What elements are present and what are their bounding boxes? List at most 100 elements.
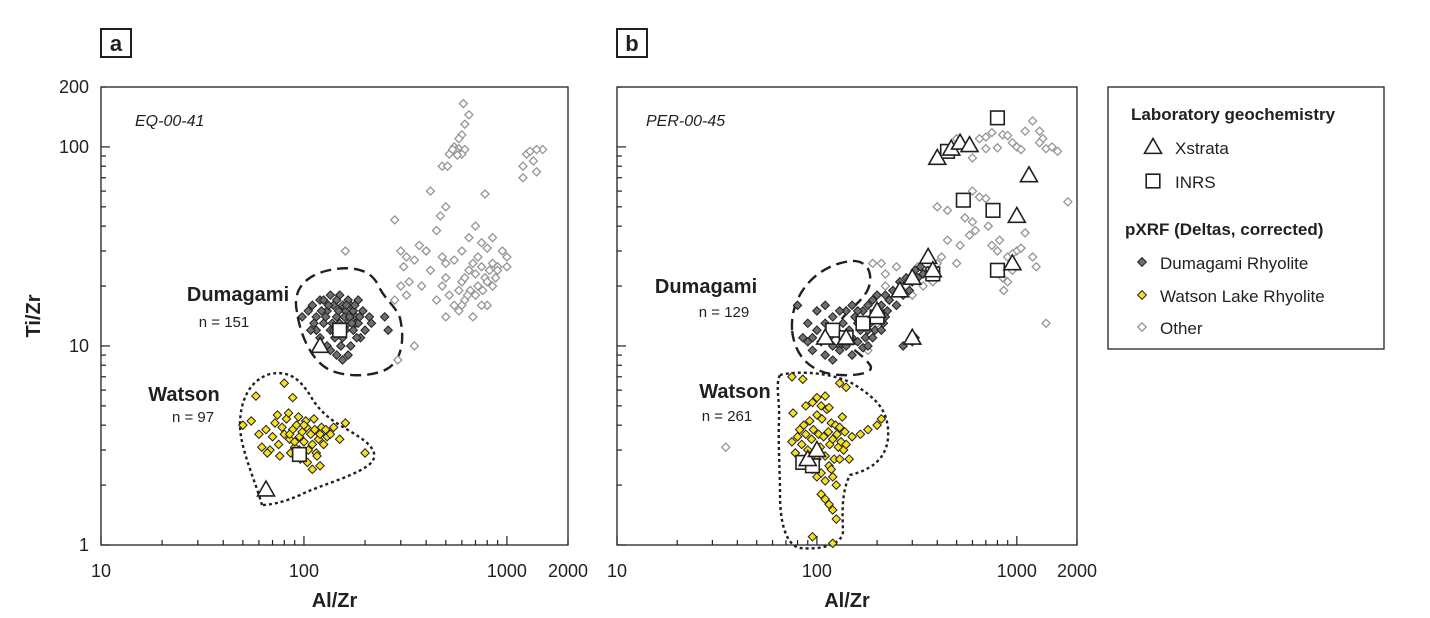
- point-other: [980, 132, 991, 143]
- point-watson-lake-rhyolite: [360, 448, 370, 458]
- point-other: [1034, 126, 1045, 137]
- x-tick-label: 2000: [548, 561, 588, 581]
- x-tick-label: 100: [802, 561, 832, 581]
- point-watson-lake-rhyolite: [307, 464, 318, 475]
- point-other: [431, 225, 442, 236]
- point-dumagami-rhyolite: [354, 311, 365, 322]
- point-watson-lake-rhyolite: [796, 439, 807, 450]
- sample-id: EQ-00-41: [135, 113, 204, 130]
- point-watson-lake-rhyolite: [320, 424, 331, 435]
- point-dumagami-rhyolite: [331, 350, 342, 360]
- point-other: [992, 246, 1003, 256]
- point-dumagami-rhyolite: [320, 311, 331, 322]
- point-dumagami-rhyolite: [867, 332, 878, 343]
- point-watson-lake-rhyolite: [270, 418, 280, 428]
- point-other: [720, 442, 731, 453]
- point-dumagami-rhyolite: [349, 300, 360, 311]
- y-tick-label: 10: [69, 336, 89, 356]
- point-other: [1002, 276, 1013, 287]
- watson-envelope: [776, 371, 890, 550]
- point-watson-lake-rhyolite: [827, 505, 838, 515]
- point-watson-lake-rhyolite: [844, 454, 855, 465]
- point-watson-lake-rhyolite: [315, 429, 325, 440]
- point-other: [480, 189, 490, 199]
- point-watson-lake-rhyolite: [272, 410, 283, 420]
- point-dumagami-rhyolite: [812, 325, 822, 336]
- point-other: [435, 211, 446, 221]
- point-other: [473, 252, 483, 262]
- point-dumagami-rhyolite: [337, 355, 348, 365]
- dumagami-envelope: [294, 267, 404, 377]
- point-watson-lake-rhyolite: [839, 426, 850, 437]
- point-dumagami-rhyolite: [341, 300, 352, 311]
- point-watson-lake-rhyolite: [299, 436, 309, 447]
- point-dumagami-rhyolite: [827, 311, 838, 322]
- point-xstrata: [927, 147, 948, 166]
- panel-letter: b: [625, 31, 638, 56]
- legend-marker-shape: [1145, 173, 1161, 189]
- point-watson-lake-rhyolite: [289, 436, 300, 447]
- legend-heading-pxrf: pXRF (Deltas, corrected): [1125, 220, 1323, 239]
- point-other: [1041, 318, 1051, 329]
- point-other: [467, 258, 478, 269]
- point-other: [998, 285, 1009, 296]
- x-tick-label: 1000: [487, 561, 527, 581]
- point-dumagami-rhyolite: [847, 350, 858, 360]
- point-watson-lake-rhyolite: [267, 431, 278, 442]
- point-dumagami-rhyolite: [869, 325, 880, 336]
- point-watson-lake-rhyolite: [841, 439, 852, 450]
- point-other: [1020, 126, 1031, 137]
- point-other: [447, 144, 458, 155]
- point-watson-lake-rhyolite: [274, 451, 285, 461]
- point-other: [942, 235, 953, 246]
- point-watson-lake-rhyolite: [328, 422, 339, 433]
- point-other: [409, 255, 420, 266]
- point-other: [880, 269, 891, 279]
- point-other: [421, 246, 432, 256]
- point-dumagami-rhyolite: [346, 318, 357, 329]
- legend: Laboratory geochemistry Xstrata INRS pXR…: [1107, 86, 1385, 350]
- group-count-watson: n = 97: [172, 409, 214, 426]
- point-other: [487, 281, 498, 291]
- point-watson-lake-rhyolite: [834, 422, 845, 433]
- point-xstrata: [1019, 165, 1039, 183]
- point-other: [467, 311, 478, 322]
- point-watson-lake-rhyolite: [812, 392, 822, 403]
- point-dumagami-rhyolite: [827, 355, 838, 365]
- point-watson-lake-rhyolite: [876, 414, 887, 424]
- legend-box: [1107, 86, 1385, 350]
- legend-label-xstrata: Xstrata: [1175, 139, 1229, 158]
- point-other: [442, 161, 453, 172]
- legend-marker-xstrata: [1143, 136, 1163, 155]
- legend-marker-watson: [1136, 289, 1148, 301]
- point-other: [487, 258, 498, 269]
- point-watson-lake-rhyolite: [826, 418, 837, 428]
- point-dumagami-rhyolite: [335, 341, 346, 351]
- point-other: [440, 311, 451, 322]
- legend-marker-shape: [1136, 321, 1148, 333]
- point-dumagami-rhyolite: [860, 332, 871, 343]
- point-watson-lake-rhyolite: [284, 429, 295, 440]
- point-other: [501, 261, 512, 272]
- point-other: [476, 300, 487, 311]
- point-other: [1020, 227, 1031, 238]
- legend-marker-shape: [1136, 289, 1148, 301]
- point-watson-lake-rhyolite: [834, 378, 845, 389]
- point-dumagami-rhyolite: [333, 306, 344, 316]
- point-dumagami-rhyolite: [348, 325, 359, 336]
- point-watson-lake-rhyolite: [315, 460, 325, 471]
- point-watson-lake-rhyolite: [872, 420, 882, 431]
- point-dumagami-rhyolite: [915, 261, 926, 272]
- point-other: [1062, 196, 1073, 207]
- point-other: [395, 246, 406, 256]
- point-dumagami-rhyolite: [316, 306, 327, 316]
- point-other: [477, 285, 488, 296]
- point-watson-lake-rhyolite: [841, 382, 852, 393]
- point-watson-lake-rhyolite: [261, 424, 271, 435]
- group-label-dumagami: Dumagami: [655, 276, 757, 298]
- point-watson-lake-rhyolite: [820, 475, 831, 486]
- point-watson-lake-rhyolite: [291, 420, 302, 431]
- point-xstrata: [867, 300, 887, 319]
- point-xstrata: [922, 260, 943, 278]
